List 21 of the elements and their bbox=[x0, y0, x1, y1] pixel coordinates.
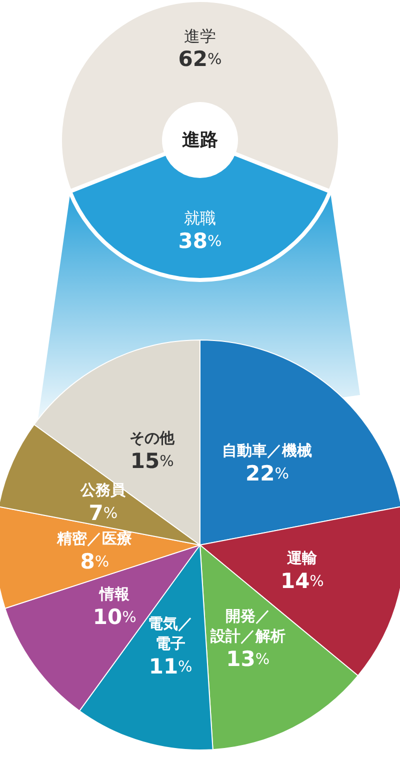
slice-label: 公務員 bbox=[80, 481, 127, 500]
data-label: 15% bbox=[130, 449, 174, 473]
data-label: 10% bbox=[92, 605, 136, 630]
data-label: 8% bbox=[80, 550, 110, 574]
slice-label: 情報 bbox=[98, 585, 131, 604]
text: 進路 bbox=[182, 130, 218, 150]
slice-label: 進学 bbox=[184, 26, 216, 46]
data-label: 7% bbox=[88, 501, 118, 526]
data-label: 38% bbox=[178, 229, 222, 253]
slice-label: 自動車／機械 bbox=[222, 442, 312, 460]
data-label: 13% bbox=[226, 647, 270, 671]
data-label: 22% bbox=[246, 462, 289, 486]
data-label: 14% bbox=[280, 569, 324, 594]
data-label: 62% bbox=[178, 47, 222, 71]
data-label: 11% bbox=[148, 654, 192, 678]
slice-label: 運輸 bbox=[286, 549, 318, 568]
slice-label: 就職 bbox=[184, 208, 216, 228]
slice-label: 精密／医療 bbox=[56, 530, 132, 548]
slice-label: 電気／電子 bbox=[148, 614, 194, 652]
slice-label: 開発／設計／解析 bbox=[209, 607, 286, 645]
slice-label: その他 bbox=[130, 429, 176, 447]
